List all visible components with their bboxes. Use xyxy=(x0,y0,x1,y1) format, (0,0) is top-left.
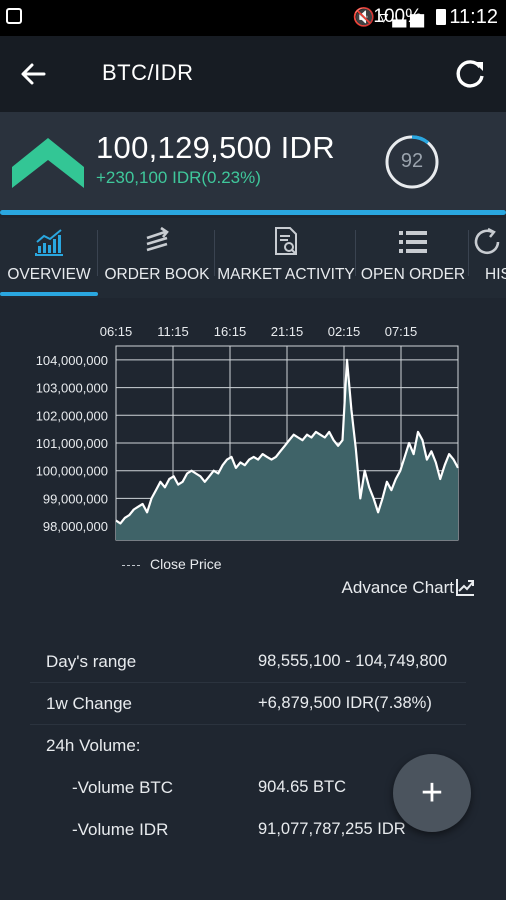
y-tick-label: 99,000,000 xyxy=(43,491,108,506)
stat-value: 91,077,787,255 IDR xyxy=(258,820,406,838)
y-tick-label: 100,000,000 xyxy=(36,464,108,479)
stat-label: -Volume IDR xyxy=(72,820,169,839)
x-tick-label: 02:15 xyxy=(328,324,361,339)
wifi-icon: ▿ xyxy=(379,7,393,27)
chart-legend: Close Price xyxy=(122,556,222,572)
stat-label: Day's range xyxy=(46,652,137,671)
stat-value: 904.65 BTC xyxy=(258,778,347,796)
stat-row-volume-btc: -Volume BTC 904.65 BTC xyxy=(30,766,466,808)
tab-divider xyxy=(214,230,215,276)
tab-history[interactable]: HIS xyxy=(470,218,506,298)
history-icon xyxy=(474,227,500,255)
trending-up-icon[interactable] xyxy=(454,576,476,598)
tab-label: ORDER BOOK xyxy=(104,266,210,283)
score-value: 92 xyxy=(400,150,424,172)
price-chart[interactable]: 06:15 11:15 16:15 21:15 02:15 07:15 104,000,0… xyxy=(0,310,506,610)
tab-bar: OVERVIEW ORDER BOOK MARKET ACTIVITY OPEN… xyxy=(0,218,506,298)
x-tick-label: 21:15 xyxy=(271,324,304,339)
tab-divider xyxy=(468,230,469,276)
price-change: +230,100 IDR(0.23%) xyxy=(96,168,261,187)
stat-label: 1w Change xyxy=(46,694,133,713)
tab-divider xyxy=(97,230,98,276)
y-tick-label: 104,000,000 xyxy=(36,353,108,368)
clock: 11:12 xyxy=(449,6,498,28)
mute-icon: 🔇 xyxy=(352,7,380,27)
y-tick-label: 103,000,000 xyxy=(36,381,108,396)
chart-close-price-line xyxy=(115,358,459,525)
tab-label: OVERVIEW xyxy=(7,266,91,283)
header-divider xyxy=(0,210,506,215)
tab-label: OPEN ORDER xyxy=(360,266,466,283)
y-tick-label: 101,000,000 xyxy=(36,436,108,451)
app-bar: BTC/IDR xyxy=(0,36,506,112)
signal-icon: ▃▅ xyxy=(392,7,428,27)
legend-label: Close Price xyxy=(150,556,222,572)
x-tick-label: 06:15 xyxy=(100,324,133,339)
price-header: 100,129,500 IDR +230,100 IDR(0.23%) 92 xyxy=(0,112,506,212)
chart-area-fill xyxy=(116,359,458,540)
x-tick-label: 16:15 xyxy=(214,324,247,339)
legend-dash xyxy=(122,564,140,566)
gallery-icon xyxy=(6,8,22,24)
stat-row-days-range: Day's range 98,555,100 - 104,749,800 xyxy=(30,640,466,683)
y-tick-label: 98,000,000 xyxy=(43,519,108,534)
tab-open-order[interactable]: OPEN ORDER xyxy=(357,218,469,298)
x-tick-label: 07:15 xyxy=(385,324,418,339)
stat-label: 24h Volume: xyxy=(46,736,141,755)
stat-row-24h-volume: 24h Volume: xyxy=(30,724,466,766)
list-icon xyxy=(399,231,427,253)
tab-label: HIS xyxy=(485,266,506,283)
advance-chart-button[interactable]: Advance Chart xyxy=(341,578,454,597)
stat-row-1w-change: 1w Change +6,879,500 IDR(7.38%) xyxy=(30,682,466,725)
y-tick-label: 102,000,000 xyxy=(36,408,108,423)
up-trend-icon xyxy=(12,138,84,188)
document-search-icon xyxy=(275,227,297,255)
stat-value: 98,555,100 - 104,749,800 xyxy=(258,652,448,670)
tab-order-book[interactable]: ORDER BOOK xyxy=(99,218,215,298)
stat-value: +6,879,500 IDR(7.38%) xyxy=(258,694,432,712)
stat-row-volume-idr: -Volume IDR 91,077,787,255 IDR xyxy=(30,808,466,850)
battery-percent: 100% xyxy=(373,6,422,27)
status-bar: 🔇▿▃▅ 100% 11:12 xyxy=(0,0,506,36)
status-icons: 🔇▿▃▅ xyxy=(353,7,428,28)
tab-overview[interactable]: OVERVIEW xyxy=(0,218,98,298)
tab-label: MARKET ACTIVITY xyxy=(217,266,355,283)
score-gauge xyxy=(385,135,439,189)
tab-market-activity[interactable]: MARKET ACTIVITY xyxy=(216,218,356,298)
tab-divider xyxy=(355,230,356,276)
stat-label: -Volume BTC xyxy=(72,778,174,797)
back-arrow-icon[interactable] xyxy=(18,54,50,94)
chart-line-icon xyxy=(35,229,63,256)
page-title: BTC/IDR xyxy=(102,60,194,85)
last-price: 100,129,500 IDR xyxy=(96,130,335,165)
active-tab-indicator xyxy=(0,292,98,296)
swap-arrows-icon xyxy=(146,226,169,252)
battery-icon xyxy=(436,9,446,25)
refresh-icon[interactable] xyxy=(450,54,490,94)
add-order-fab[interactable]: + xyxy=(393,754,471,832)
x-tick-label: 11:15 xyxy=(157,324,189,339)
